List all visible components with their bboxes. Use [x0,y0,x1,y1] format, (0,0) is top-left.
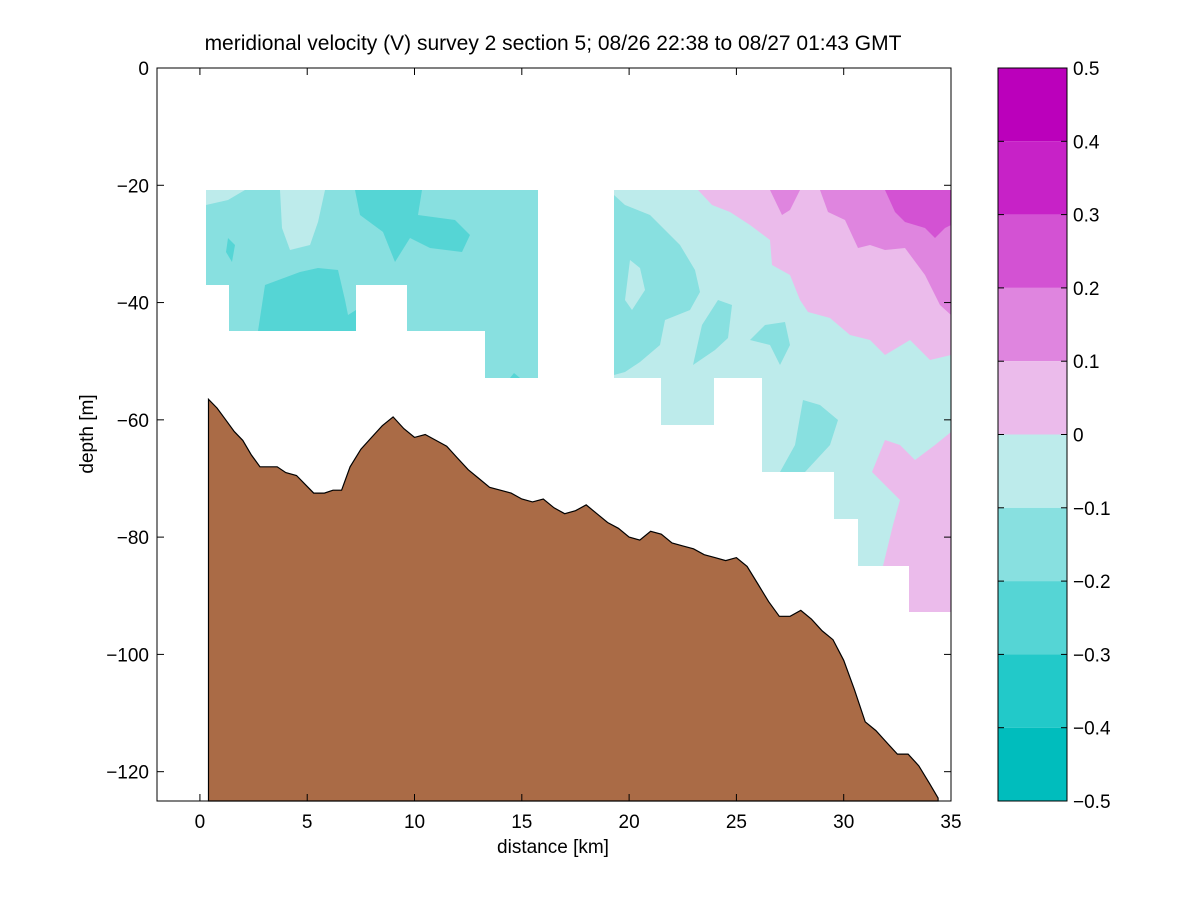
colorbar-tick-label: 0.4 [1073,132,1100,153]
x-tick-label: 25 [726,812,747,833]
colorbar-tick-label: −0.3 [1073,645,1111,666]
y-tick-label: −120 [106,763,149,784]
contour-east-light-inner [625,260,645,310]
contour-west-dark-top [355,190,470,262]
x-axis-ticks: 0 5 10 15 20 25 30 35 [195,68,962,833]
y-axis-ticks: 0 −20 −40 −60 −80 −100 −120 [106,59,951,784]
colorbar: 0.5 0.4 0.3 0.2 0.1 0 −0.1 −0.2 −0.3 −0.4 −0.5 [997,59,1111,813]
x-tick-label: 10 [404,812,425,833]
y-tick-label: −20 [117,176,149,197]
colorbar-tick-label: 0.3 [1073,206,1099,227]
colorbar-band [998,581,1067,655]
colorbar-band [998,287,1067,362]
x-tick-label: 15 [511,812,532,833]
y-tick-label: −100 [106,645,149,666]
colorbar-band [998,434,1067,508]
contour-west-light-edge [206,190,245,205]
plot-area: 0 5 10 15 20 25 30 35 0 −20 −40 −60 −80 −100 −120 [106,59,961,833]
seafloor-bathymetry [207,397,939,802]
velocity-contours-east [614,190,951,612]
x-tick-label: 30 [833,812,854,833]
colorbar-tick-label: 0.5 [1073,59,1099,80]
y-tick-label: −80 [117,528,149,549]
contour-east-pink-lower [872,432,951,612]
colorbar-band [998,727,1067,801]
colorbar-tick-label: −0.1 [1073,499,1111,520]
colorbar-tick-label: 0.1 [1073,352,1099,373]
chart-title: meridional velocity (V) survey 2 section… [205,32,902,55]
colorbar-tick-label: −0.4 [1073,719,1111,740]
x-tick-label: 20 [619,812,640,833]
y-tick-label: −60 [117,411,149,432]
colorbar-band [998,361,1067,435]
x-tick-label: 35 [940,812,961,833]
colorbar-ticks: 0.5 0.4 0.3 0.2 0.1 0 −0.1 −0.2 −0.3 −0.4 −0.5 [998,59,1111,813]
colorbar-band [998,68,1067,142]
y-tick-label: −40 [117,294,149,315]
colorbar-tick-label: 0 [1073,426,1084,447]
colorbar-bands [998,68,1067,801]
x-tick-label: 5 [302,812,313,833]
colorbar-tick-label: 0.2 [1073,279,1099,300]
colorbar-band [998,507,1067,582]
contour-east-teal-right [750,322,790,365]
y-tick-label: 0 [138,59,149,80]
colorbar-tick-label: −0.5 [1073,792,1111,813]
contour-east-teal-left [614,195,700,375]
x-tick-label: 0 [195,812,206,833]
y-axis-label: depth [m] [77,394,98,473]
contour-west-dark-notch [510,373,520,378]
colorbar-band [998,214,1067,288]
contour-west-dark-left [226,238,235,262]
colorbar-tick-label: −0.2 [1073,572,1111,593]
contour-east-magenta-a [770,190,800,215]
contour-east-teal-lower [780,400,838,472]
colorbar-band [998,141,1067,215]
contour-west-dark-bottom [258,268,356,331]
x-axis-label: distance [km] [497,837,609,858]
contour-west-light-patch [280,190,325,250]
velocity-contours-west [206,190,538,378]
colorbar-band [998,654,1067,728]
contour-east-teal-mid [693,300,732,365]
contour-east-purple [885,190,951,238]
plot-frame [156,67,952,802]
